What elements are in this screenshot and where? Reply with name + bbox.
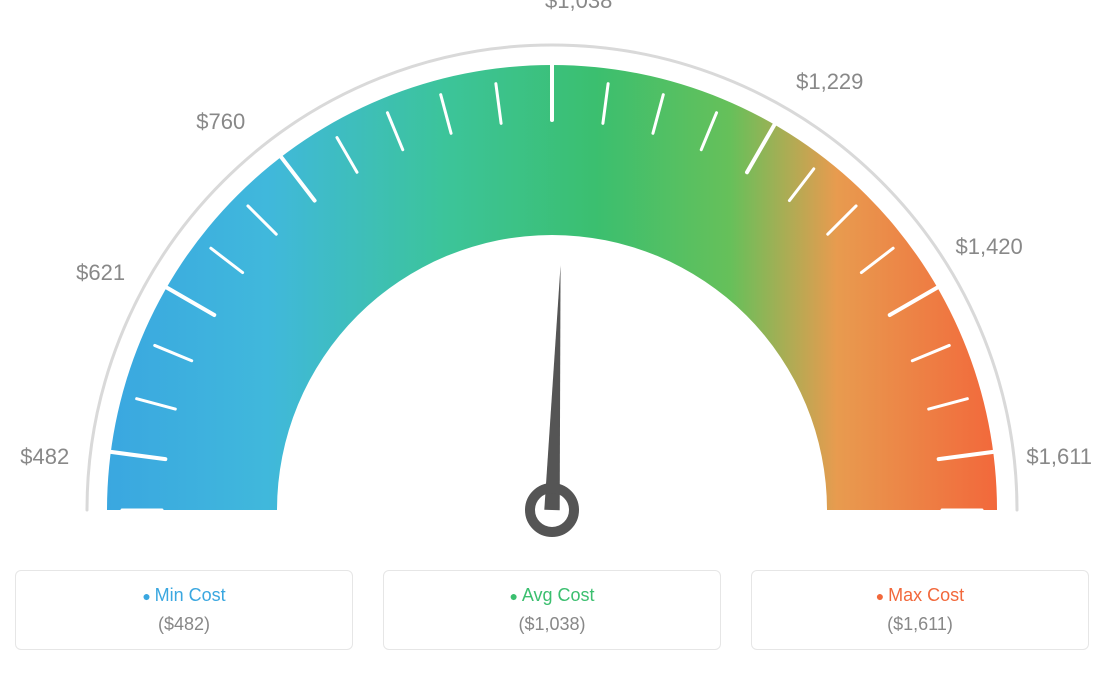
legend-value-avg: ($1,038) <box>402 614 702 635</box>
legend-card-avg: Avg Cost ($1,038) <box>383 570 721 650</box>
legend-title-min: Min Cost <box>34 585 334 606</box>
legend-row: Min Cost ($482) Avg Cost ($1,038) Max Co… <box>0 570 1104 650</box>
legend-value-min: ($482) <box>34 614 334 635</box>
legend-title-avg: Avg Cost <box>402 585 702 606</box>
legend-card-min: Min Cost ($482) <box>15 570 353 650</box>
legend-title-max: Max Cost <box>770 585 1070 606</box>
cost-gauge-container: $482$621$760$1,038$1,229$1,420$1,611 Min… <box>0 0 1104 690</box>
legend-card-max: Max Cost ($1,611) <box>751 570 1089 650</box>
gauge-area: $482$621$760$1,038$1,229$1,420$1,611 <box>0 0 1104 560</box>
legend-value-max: ($1,611) <box>770 614 1070 635</box>
gauge-chart <box>0 0 1104 560</box>
